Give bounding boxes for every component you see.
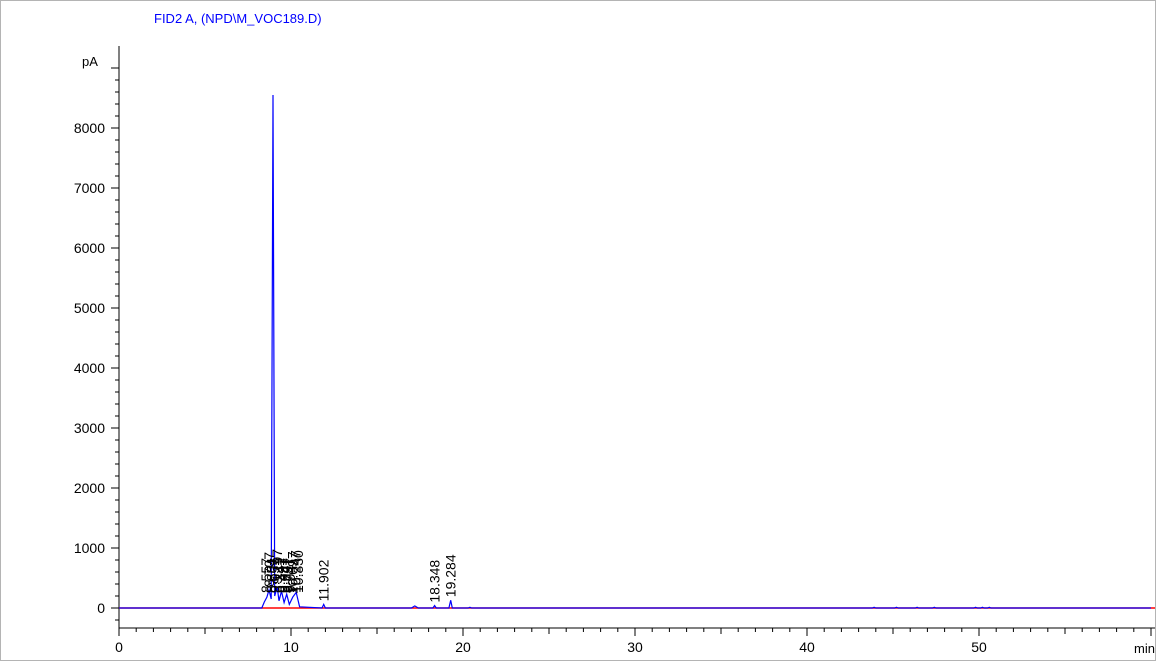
y-tick-label: 4000 [74, 360, 105, 376]
y-tick-label: 5000 [74, 300, 105, 316]
peak-label-crowded: 9.497 [274, 558, 290, 593]
y-tick-label: 8000 [74, 120, 105, 136]
signal-trace [119, 94, 1151, 609]
peak-label-crowded: 9.347 [272, 558, 288, 593]
peak-label: 19.284 [443, 554, 459, 597]
peak-label-crowded: 9.947 [282, 558, 298, 593]
y-tick-label: 6000 [74, 240, 105, 256]
peak-labels: 8.854 11.902 18.348 19.284 8.5578.7079.0579.… [258, 549, 458, 603]
peak-label-crowded: 10.330 [290, 550, 306, 593]
peak-label-crowded: 10.097 [285, 551, 301, 594]
y-tick-label: 2000 [74, 480, 105, 496]
x-tick-label: 50 [971, 639, 987, 655]
y-tick-label: 1000 [74, 540, 105, 556]
peak-label-crowded: 8.557 [258, 558, 274, 593]
y-tick-label: 3000 [74, 420, 105, 436]
x-tick-label: 0 [115, 639, 123, 655]
x-tick-label: 20 [455, 639, 471, 655]
y-axis: pA 0 1000 2000 3000 4000 5000 6000 7000 8000 [74, 46, 120, 628]
peak-label-crowded: 10.247 [287, 550, 303, 593]
x-tick-label: 10 [283, 639, 299, 655]
peak-label: 8.854 [263, 558, 279, 593]
peak-label-crowded: 9.797 [280, 558, 296, 593]
x-axis-unit-label: min [1134, 641, 1155, 656]
chart-title: FID2 A, (NPD\M_VOC189.D) [154, 11, 322, 26]
peak-label-crowded: 8.707 [261, 552, 277, 587]
x-axis: min 0 10 20 30 40 50 [115, 627, 1155, 656]
peak-label: 18.348 [427, 560, 443, 603]
x-tick-label: 40 [799, 639, 815, 655]
peak-label-crowded: 9.197 [269, 549, 285, 584]
x-tick-label: 30 [627, 639, 643, 655]
y-tick-label: 0 [97, 600, 105, 616]
peak-label: 11.902 [316, 559, 332, 601]
peak-label-crowded: 9.647 [277, 558, 293, 593]
y-tick-label: 7000 [74, 180, 105, 196]
y-axis-unit-label: pA [82, 54, 98, 69]
peak-label-crowded: 9.057 [267, 558, 283, 593]
